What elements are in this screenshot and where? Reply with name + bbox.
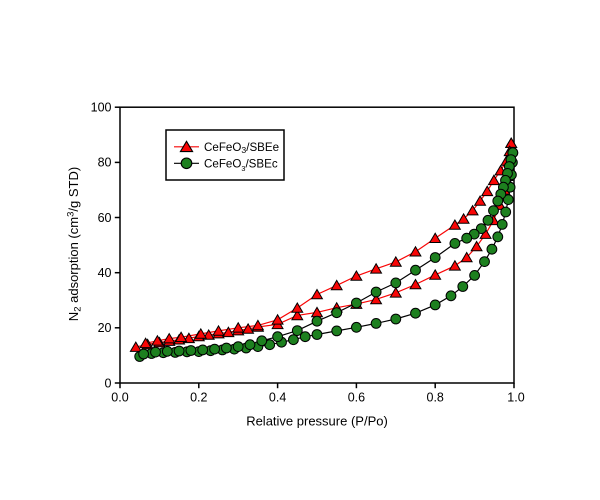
svg-text:60: 60 (98, 211, 112, 225)
svg-text:1.0: 1.0 (507, 391, 524, 405)
svg-text:CeFeO3/SBEe: CeFeO3/SBEe (204, 141, 279, 155)
svg-text:80: 80 (98, 156, 112, 170)
svg-text:0.8: 0.8 (427, 391, 444, 405)
svg-text:0.4: 0.4 (269, 391, 286, 405)
svg-text:N2 adsorption (cm3/g STD): N2 adsorption (cm3/g STD) (66, 167, 84, 321)
svg-text:Relative pressure (P/Po): Relative pressure (P/Po) (246, 414, 388, 429)
svg-text:0.2: 0.2 (190, 391, 207, 405)
svg-text:0: 0 (105, 376, 112, 390)
svg-text:0.0: 0.0 (111, 391, 128, 405)
svg-text:20: 20 (98, 321, 112, 335)
svg-text:CeFeO3/SBEc: CeFeO3/SBEc (204, 158, 278, 174)
svg-text:100: 100 (91, 101, 112, 115)
svg-text:0.6: 0.6 (348, 391, 365, 405)
svg-text:40: 40 (98, 266, 112, 280)
